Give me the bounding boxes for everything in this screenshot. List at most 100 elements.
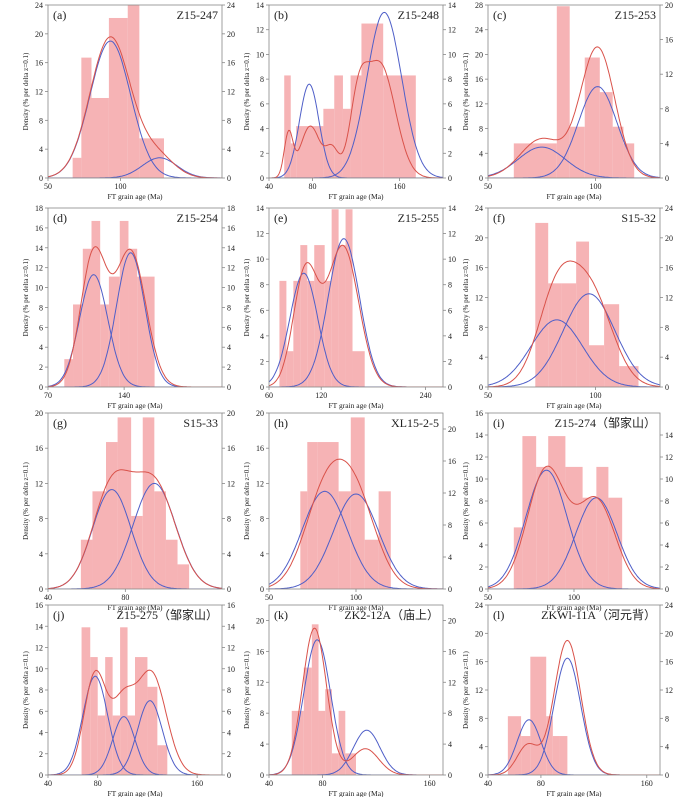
component-curve-1 [488, 719, 660, 775]
y-tick-label: 8 [260, 75, 264, 84]
histogram-bar [157, 745, 168, 775]
chart-panel-2: 0 2 4 6 8 10 12 14 0 2 4 6 8 10 12 14 40 80 160 FT grain ag… [243, 1, 456, 201]
component-curve-2 [269, 238, 443, 387]
histogram-bar [284, 75, 291, 178]
y-right-tick-label: 4 [448, 553, 452, 562]
x-tick-label: 100 [115, 182, 127, 191]
plot-frame [487, 4, 661, 179]
x-tick-label: 80 [537, 779, 545, 788]
y-tick-label: 2 [39, 750, 43, 759]
y-right-tick-label: 20 [665, 629, 673, 638]
histogram-bar [303, 667, 312, 775]
y-right-tick-label: 2 [227, 750, 231, 759]
histogram-bars [81, 627, 168, 775]
y-right-tick-label: 14 [448, 204, 456, 213]
histogram-bar [325, 689, 332, 775]
sample-label: S15-33 [183, 416, 218, 430]
x-tick-label: 160 [641, 779, 653, 788]
y-right-tick-label: 24 [665, 601, 673, 610]
y-right-tick-label: 6 [448, 100, 452, 109]
histogram-bar [383, 75, 400, 178]
y-tick-label: 12 [256, 230, 264, 239]
y-right-tick-label: 6 [665, 519, 669, 528]
y-tick-label: 12 [256, 479, 264, 488]
histogram-bar [72, 157, 82, 178]
histogram-bar [177, 564, 190, 589]
y-right-tick-label: 0 [227, 383, 231, 392]
y-tick-label: 10 [256, 50, 264, 59]
histogram-bar [137, 276, 155, 387]
histogram-bar [142, 417, 155, 589]
histogram-bars [300, 417, 391, 589]
y-tick-label: 0 [479, 383, 483, 392]
y-tick-label: 24 [35, 1, 43, 10]
component-curve-1 [488, 319, 660, 387]
histogram-bar [338, 710, 346, 775]
y-tick-label: 16 [35, 59, 43, 68]
y-right-tick-label: 12 [448, 489, 456, 498]
x-axis-label: FT grain age (Ma) [328, 192, 384, 201]
probability-density-curve [48, 469, 222, 589]
histogram-bar [293, 280, 301, 387]
plot-frame [268, 207, 444, 388]
y-tick-label: 10 [35, 284, 43, 293]
histogram-bars [72, 5, 164, 178]
panel-label: (j) [53, 608, 64, 622]
x-tick-label: 80 [309, 182, 317, 191]
x-axis-label: FT grain age (Ma) [107, 192, 163, 201]
y-tick-label: 0 [39, 585, 43, 594]
y-right-tick-label: 10 [448, 255, 456, 264]
probability-density-curve [269, 458, 443, 589]
y-tick-label: 20 [256, 616, 264, 625]
histogram-bar [530, 656, 547, 775]
y-tick-label: 20 [475, 629, 483, 638]
histogram-bar [608, 497, 623, 589]
component-curve-1 [488, 469, 660, 589]
y-right-tick-label: 10 [227, 284, 235, 293]
component-curve-2 [269, 493, 443, 589]
histogram-bar [582, 497, 597, 589]
y-tick-label: 14 [256, 204, 264, 213]
histogram-bar [147, 686, 158, 775]
histogram-bar [521, 736, 531, 775]
y-tick-label: 12 [475, 294, 483, 303]
histogram-bar [345, 753, 356, 775]
y-right-tick-label: 2 [448, 357, 452, 366]
histogram-bar [536, 466, 549, 589]
y-tick-label: 16 [475, 658, 483, 667]
histogram-bar [378, 491, 391, 589]
y-axis-label: Density (% per delta z=0.1) [22, 258, 30, 336]
y-tick-label: 6 [39, 707, 43, 716]
y-tick-label: 2 [260, 149, 264, 158]
y-right-tick-label: 16 [665, 36, 673, 45]
y-tick-label: 4 [39, 343, 43, 352]
y-tick-label: 0 [39, 174, 43, 183]
y-tick-label: 20 [475, 50, 483, 59]
y-right-tick-label: 4 [665, 139, 669, 148]
y-tick-label: 0 [479, 771, 483, 780]
y-right-tick-label: 0 [665, 383, 669, 392]
y-tick-label: 0 [260, 174, 264, 183]
y-tick-label: 18 [35, 204, 43, 213]
histogram-bar [165, 539, 178, 589]
histogram-bar [91, 97, 109, 178]
y-right-tick-label: 12 [665, 294, 673, 303]
y-tick-label: 12 [256, 678, 264, 687]
y-axis-label: Density (% per delta z=0.1) [462, 651, 470, 729]
probability-density-curve [488, 465, 660, 589]
y-right-tick-label: 18 [227, 204, 235, 213]
x-tick-label: 160 [394, 182, 406, 191]
y-tick-label: 8 [479, 125, 483, 134]
histogram-bar [91, 220, 101, 387]
y-right-tick-label: 4 [665, 743, 669, 752]
histogram-bar [119, 220, 129, 387]
y-tick-label: 16 [35, 601, 43, 610]
y-right-tick-label: 0 [448, 771, 452, 780]
chart-panel-5: 0 2 4 6 8 10 12 14 0 2 4 6 8 10 12 14 60 120 240 FT grain a… [243, 204, 456, 410]
y-right-tick-label: 0 [448, 383, 452, 392]
